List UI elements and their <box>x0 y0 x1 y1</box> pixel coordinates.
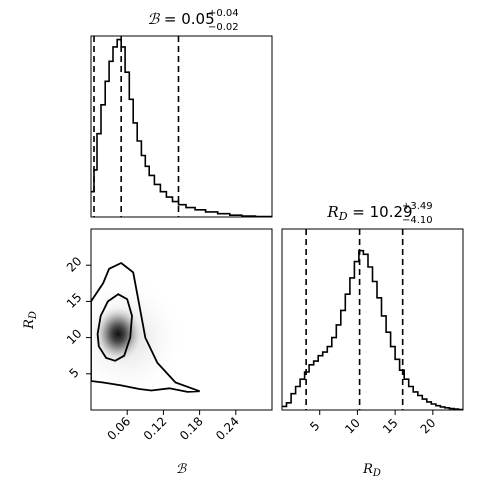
hist-rd-title-value: 10.29 <box>370 203 413 221</box>
hist-b-title-value: 0.05 <box>181 10 214 28</box>
hist-rd-x-tick-label-0: 5 <box>307 419 322 434</box>
hist-b-title-minus: −0.02 <box>208 22 239 33</box>
hist-b-frame <box>90 35 273 218</box>
contour-panel: 0.06 0.12 0.18 0.24 5 10 15 20 ℬ RD <box>22 228 273 477</box>
hist-rd-x-label: RD <box>362 462 381 479</box>
contour-x-tick-label-1: 0.12 <box>141 414 170 443</box>
hist-rd-x-ticks: 5 10 15 20 <box>307 410 438 437</box>
contour-x-tick-label-3: 0.24 <box>213 414 242 443</box>
hist-b-title-symbol: ℬ <box>147 10 160 28</box>
hist-b-panel: ℬ = 0.05 +0.04 −0.02 <box>90 8 273 218</box>
hist-rd-title-symbol: R <box>326 203 338 221</box>
contour-y-tick-label-1: 10 <box>64 326 85 347</box>
contour-lines <box>91 261 200 393</box>
hist-b-marks <box>91 36 272 218</box>
contour-x-tick-label-2: 0.18 <box>177 414 206 443</box>
hist-b-title: ℬ = 0.05 <box>147 10 214 28</box>
hist-rd-x-tick-label-1: 10 <box>342 416 363 437</box>
inner-contour <box>96 293 133 362</box>
density-core <box>92 303 145 364</box>
contour-y-ticks: 5 10 15 20 <box>64 254 91 381</box>
outer-contour <box>91 261 200 393</box>
contour-frame <box>90 228 273 411</box>
hist-rd-x-tick-label-2: 15 <box>380 416 401 437</box>
contour-x-tick-label-0: 0.06 <box>105 414 134 443</box>
hist-rd-title-subscript: D <box>338 210 348 223</box>
contour-y-tick-label-2: 15 <box>64 290 85 311</box>
density-shading <box>91 275 188 400</box>
hist-rd-title-plus: +3.49 <box>402 201 433 212</box>
hist-b-step-line <box>91 38 272 218</box>
hist-rd-title-minus: −4.10 <box>402 215 433 226</box>
contour-x-label: ℬ <box>176 462 187 477</box>
contour-y-label: RD <box>22 311 39 330</box>
hist-rd-marks <box>282 229 463 411</box>
hist-rd-frame <box>281 228 464 411</box>
hist-b-title-plus: +0.04 <box>208 8 239 19</box>
contour-y-tick-label-3: 20 <box>64 254 85 275</box>
contour-x-ticks: 0.06 0.12 0.18 0.24 <box>105 410 242 443</box>
hist-rd-step-line <box>282 249 463 411</box>
hist-rd-panel: RD = 10.29 +3.49 −4.10 5 10 15 20 RD <box>281 201 464 479</box>
hist-rd-title: RD = 10.29 <box>326 203 412 223</box>
contour-y-tick-label-0: 5 <box>67 365 82 380</box>
hist-rd-x-tick-label-3: 20 <box>418 416 439 437</box>
